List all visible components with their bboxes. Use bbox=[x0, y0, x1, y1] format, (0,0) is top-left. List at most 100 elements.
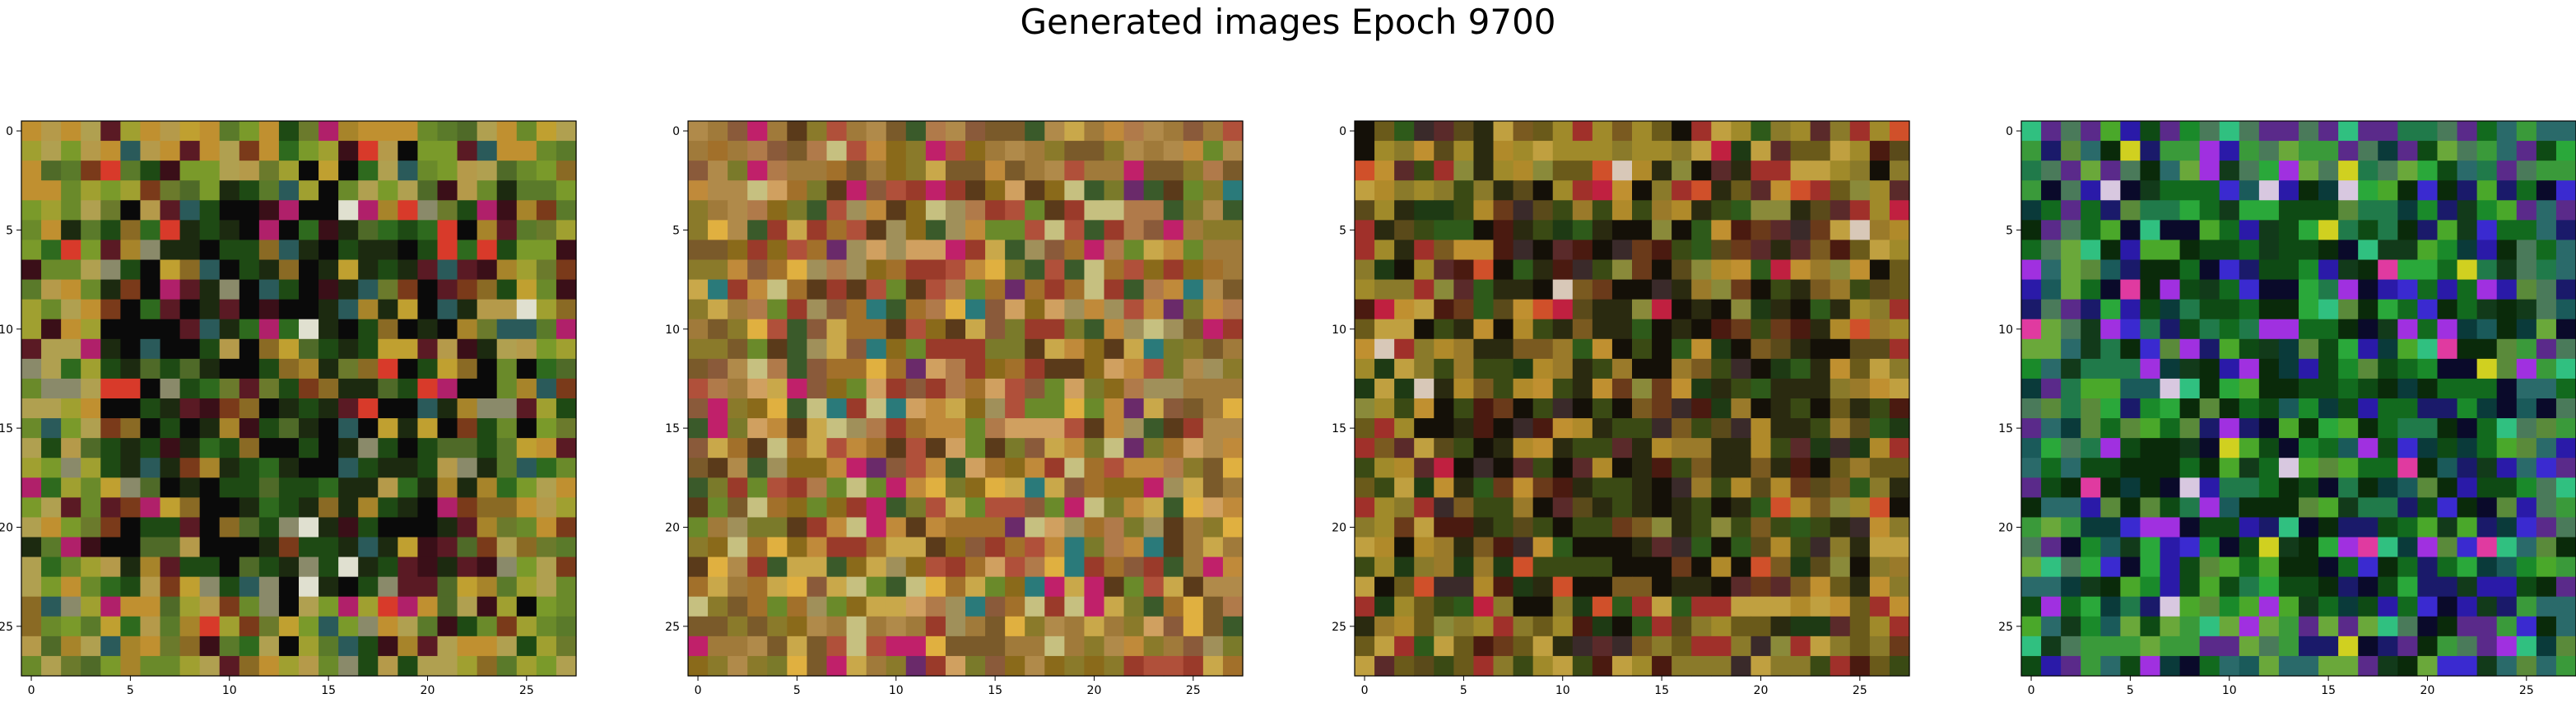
pixel-cell bbox=[1572, 161, 1593, 181]
pixel-cell bbox=[199, 378, 221, 399]
pixel-cell bbox=[398, 121, 419, 142]
pixel-cell bbox=[767, 497, 788, 519]
pixel-cell bbox=[2476, 576, 2498, 598]
pixel-cell bbox=[1434, 338, 1454, 360]
pixel-cell bbox=[2239, 299, 2260, 320]
pixel-cell bbox=[496, 279, 518, 300]
pixel-cell bbox=[2338, 596, 2359, 617]
pixel-cell bbox=[398, 458, 419, 478]
pixel-cell bbox=[1064, 121, 1086, 142]
pixel-cell bbox=[2299, 299, 2319, 320]
pixel-cell bbox=[1572, 418, 1593, 439]
pixel-cell bbox=[1611, 438, 1633, 459]
pixel-cell bbox=[1355, 319, 1375, 340]
pixel-cell bbox=[556, 616, 577, 637]
pixel-cell bbox=[2536, 358, 2557, 379]
pixel-cell bbox=[708, 418, 728, 439]
pixel-cell bbox=[1652, 497, 1672, 519]
pixel-cell bbox=[219, 299, 240, 320]
pixel-cell bbox=[120, 180, 142, 201]
pixel-cell bbox=[1830, 398, 1851, 419]
pixel-cell bbox=[1453, 576, 1475, 598]
pixel-cell bbox=[2199, 458, 2220, 478]
pixel-cell bbox=[536, 418, 557, 439]
pixel-cell bbox=[2536, 596, 2557, 617]
pixel-cell bbox=[1652, 259, 1672, 281]
pixel-cell bbox=[2358, 517, 2378, 538]
pixel-cell bbox=[905, 517, 927, 538]
pixel-cell bbox=[2299, 121, 2319, 142]
pixel-cell bbox=[2555, 338, 2576, 360]
pixel-cell bbox=[846, 576, 867, 598]
pixel-cell bbox=[319, 319, 339, 340]
pixel-cell bbox=[1374, 477, 1395, 498]
pixel-cell bbox=[1611, 200, 1633, 221]
pixel-cell bbox=[1163, 161, 1184, 181]
pixel-cell bbox=[278, 121, 300, 142]
pixel-cell bbox=[2555, 477, 2576, 498]
pixel-cell bbox=[1104, 497, 1125, 519]
pixel-cell bbox=[2278, 616, 2299, 637]
pixel-cell bbox=[319, 418, 339, 439]
pixel-cell bbox=[826, 497, 848, 519]
pixel-cell bbox=[2160, 398, 2181, 419]
pixel-cell bbox=[2239, 338, 2260, 360]
pixel-cell bbox=[1869, 655, 1890, 677]
pixel-cell bbox=[1222, 141, 1244, 161]
pixel-cell bbox=[2338, 180, 2359, 201]
pixel-cell bbox=[1123, 180, 1145, 201]
pixel-cell bbox=[21, 517, 42, 538]
pixel-cell bbox=[21, 220, 42, 241]
pixel-cell bbox=[1374, 497, 1395, 519]
pixel-cell bbox=[1830, 438, 1851, 459]
pixel-cell bbox=[199, 438, 221, 459]
pixel-cell bbox=[2100, 299, 2121, 320]
pixel-cell bbox=[1005, 556, 1025, 578]
x-tick-label: 20 bbox=[421, 684, 435, 697]
pixel-cell bbox=[536, 596, 557, 617]
pixel-cell bbox=[2417, 299, 2439, 320]
pixel-cell bbox=[787, 180, 808, 201]
pixel-cell bbox=[1830, 477, 1851, 498]
pixel-cell bbox=[2041, 537, 2062, 558]
pixel-cell bbox=[2536, 576, 2557, 598]
pixel-cell bbox=[199, 636, 221, 657]
pixel-cell bbox=[1849, 596, 1871, 617]
pixel-cell bbox=[2397, 398, 2419, 419]
pixel-cell bbox=[1493, 477, 1514, 498]
pixel-cell bbox=[905, 497, 927, 519]
pixel-cell bbox=[2417, 556, 2439, 578]
pixel-cell bbox=[1611, 576, 1633, 598]
pixel-cell bbox=[1552, 517, 1574, 538]
pixel-cell bbox=[2278, 596, 2299, 617]
pixel-cell bbox=[767, 338, 788, 360]
pixel-cell bbox=[437, 398, 458, 419]
pixel-cell bbox=[2476, 636, 2498, 657]
pixel-cell bbox=[1123, 398, 1145, 419]
pixel-cell bbox=[846, 477, 867, 498]
pixel-cell bbox=[417, 279, 439, 300]
pixel-cell bbox=[846, 398, 867, 419]
pixel-cell bbox=[278, 596, 300, 617]
pixel-cell bbox=[1202, 259, 1224, 281]
pixel-cell bbox=[299, 655, 319, 677]
pixel-cell bbox=[965, 220, 986, 241]
pixel-cell bbox=[807, 378, 828, 399]
pixel-cell bbox=[747, 596, 768, 617]
pixel-cell bbox=[2378, 121, 2398, 142]
pixel-cell bbox=[2338, 556, 2359, 578]
pixel-cell bbox=[1355, 517, 1375, 538]
pixel-cell bbox=[1572, 358, 1593, 379]
pixel-cell bbox=[886, 299, 907, 320]
pixel-cell bbox=[1123, 121, 1145, 142]
pixel-cell bbox=[1355, 378, 1375, 399]
pixel-cell bbox=[1394, 636, 1415, 657]
pixel-cell bbox=[258, 438, 280, 459]
pixel-cell bbox=[1434, 517, 1454, 538]
pixel-cell bbox=[846, 358, 867, 379]
pixel-cell bbox=[556, 319, 577, 340]
pixel-cell bbox=[2318, 418, 2339, 439]
pixel-cell bbox=[1044, 319, 1065, 340]
pixel-cell bbox=[1222, 220, 1244, 241]
pixel-cell bbox=[1869, 378, 1890, 399]
